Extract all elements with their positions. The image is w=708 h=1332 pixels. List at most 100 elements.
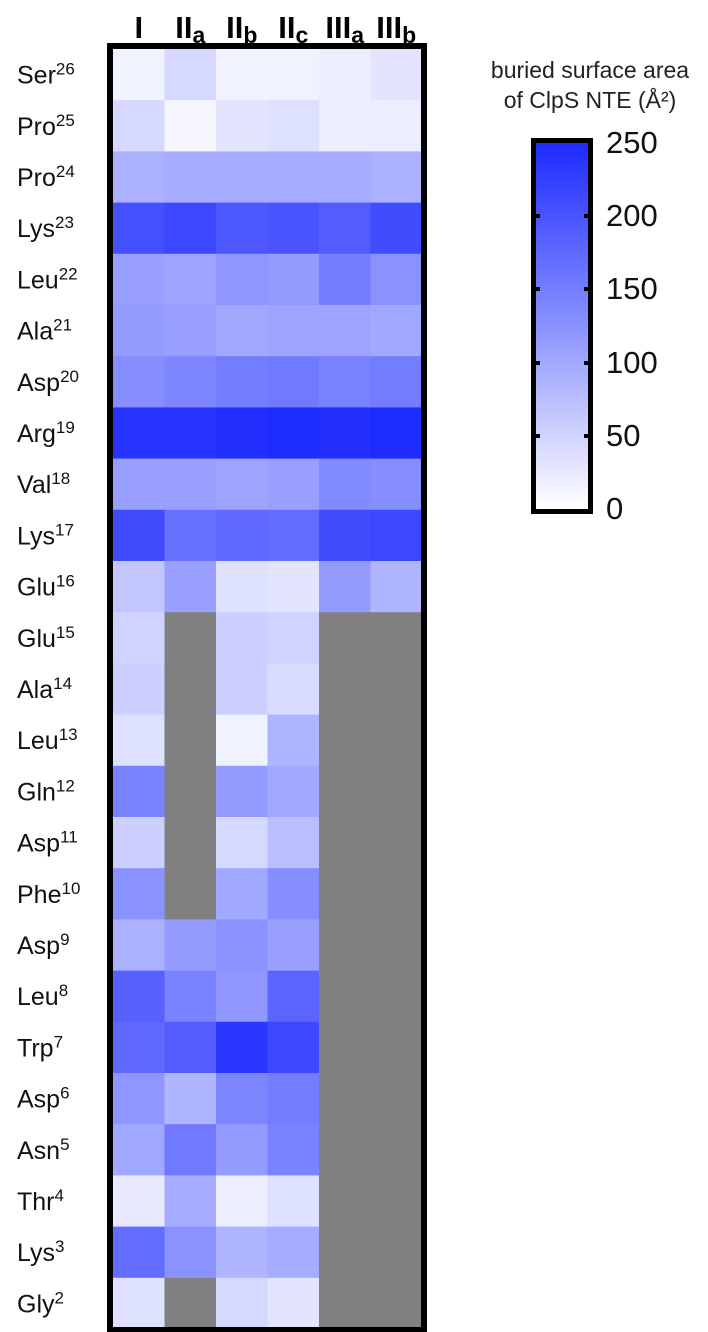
heatmap-cell [370,49,423,101]
heatmap-cell [113,817,166,869]
heatmap-cell [267,100,320,152]
heatmap-cell [319,202,372,255]
heatmap-cell [113,714,166,767]
heatmap-frame [107,43,427,1332]
heatmap-cells [113,49,423,1330]
heatmap-cell [164,1277,217,1330]
heatmap-cell [370,1175,423,1228]
heatmap-cell [113,305,166,357]
heatmap-cell [164,407,217,460]
heatmap-plot: I IIa IIb IIc IIIa IIIb Ser26Pro25Pro24Lys23L… [17,10,427,1332]
heatmap-cell [113,253,166,306]
heatmap-cell [370,817,423,869]
row-label: Asp20 [17,367,79,397]
heatmap-cell [216,1021,269,1074]
heatmap-cell [370,919,423,972]
heatmap-cell [267,305,320,357]
colorbar-title-line1: buried surface area [490,57,690,83]
heatmap-cell [113,1021,166,1074]
heatmap-cell [267,458,320,511]
heatmap-cell [370,868,423,920]
heatmap-cell [319,1073,372,1125]
heatmap-cell [319,49,372,101]
row-label: Gly2 [17,1288,64,1318]
heatmap-cell [267,407,320,460]
heatmap-cell [216,612,269,664]
heatmap-cell [113,151,166,204]
heatmap-cell [164,305,217,357]
heatmap-cell [113,919,166,972]
heatmap-cell [319,919,372,972]
heatmap-cell [113,356,166,408]
row-label: Lys23 [17,213,74,243]
heatmap-cell [370,765,423,818]
heatmap-cell [267,919,320,972]
colorbar-tick [531,287,540,292]
heatmap-cell [113,100,166,152]
heatmap-cell [113,1073,166,1125]
heatmap-cell [319,714,372,767]
heatmap-cell [113,1175,166,1228]
heatmap-cell [164,970,217,1023]
heatmap-cell [164,509,217,562]
heatmap-cell [164,561,217,613]
colorbar-tick-label: 200 [606,198,658,234]
row-label: Asp11 [17,828,78,858]
heatmap-cell [319,100,372,152]
heatmap-cell [267,151,320,204]
heatmap-cell [267,868,320,920]
heatmap-cell [113,202,166,255]
heatmap-cell [113,458,166,511]
heatmap-cell [113,868,166,920]
heatmap-cell [113,765,166,818]
colorbar-tick [531,214,540,219]
heatmap-cell [319,612,372,664]
row-labels: Ser26 Pro25 Pro24 Lys23 Leu22 Ala21 Asp20 Arg19… [17,60,80,1319]
row-label: Leu8 [17,981,68,1011]
colorbar-tick [531,360,540,365]
row-label: Gln12 [17,776,75,806]
heatmap-cell [267,509,320,562]
row-label: Lys3 [17,1237,64,1267]
row-label: Glu16 [17,572,75,602]
colorbar-tick [584,287,593,292]
heatmap-cell [319,868,372,920]
heatmap-cell [319,1277,372,1330]
row-label: Asn5 [17,1135,70,1165]
heatmap-cell [267,1073,320,1125]
colorbar-tick-label: 150 [606,271,658,307]
row-label: Phe10 [17,879,80,909]
row-label: Pro24 [17,162,75,192]
heatmap-cell [370,253,423,306]
heatmap-cell [113,1124,166,1176]
heatmap-cell [267,817,320,869]
heatmap-cell [370,1073,423,1125]
heatmap-cell [216,305,269,357]
heatmap-cell [164,868,217,920]
heatmap-cell [113,1277,166,1330]
heatmap-cell [370,458,423,511]
row-label: Leu13 [17,725,78,755]
heatmap-cell [370,356,423,408]
heatmap-cell [216,253,269,306]
heatmap-cell [216,561,269,613]
heatmap-cell [267,202,320,255]
colorbar-title-line2: of ClpS NTE (Å²) [503,87,677,113]
heatmap-cell [267,1021,320,1074]
heatmap-cell [370,612,423,664]
heatmap-cell [319,407,372,460]
colorbar-tick [584,360,593,365]
heatmap-cell [370,509,423,562]
heatmap-cell [370,1124,423,1176]
row-label: Asp9 [17,930,70,960]
heatmap-cell [319,1226,372,1279]
heatmap-cell [267,1175,320,1228]
heatmap-cell [164,1226,217,1279]
row-label: Thr4 [17,1186,64,1216]
heatmap-cell [267,612,320,664]
heatmap-cell [319,509,372,562]
heatmap-cell [164,100,217,152]
heatmap-cell [319,356,372,408]
heatmap-cell [164,663,217,716]
heatmap-cell [267,49,320,101]
